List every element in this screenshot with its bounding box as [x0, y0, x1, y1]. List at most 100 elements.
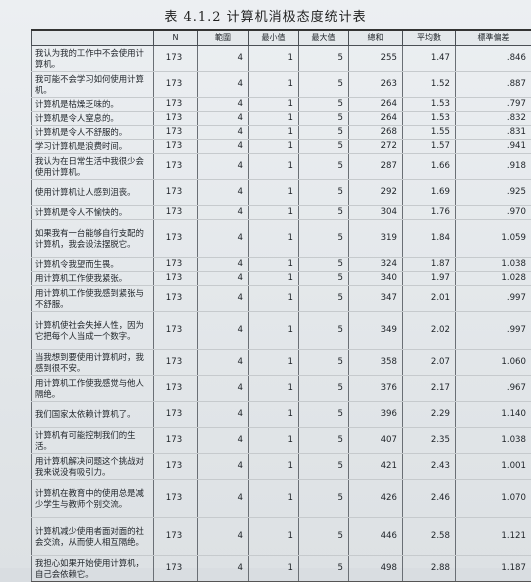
row-sum: 319	[349, 220, 403, 258]
row-min: 1	[249, 180, 299, 206]
header-row: N 範圍 最小值 最大值 總和 平均數 標準偏差	[32, 30, 531, 46]
row-n: 173	[154, 180, 198, 206]
row-min: 1	[249, 312, 299, 350]
row-mean: 1.97	[403, 272, 456, 286]
row-max: 5	[299, 454, 349, 480]
row-mean: 1.47	[403, 46, 456, 72]
row-mean: 2.01	[403, 286, 456, 312]
row-range: 4	[198, 454, 249, 480]
row-range: 4	[198, 556, 249, 582]
row-sum: 263	[349, 72, 403, 98]
row-item-text: 我认为在日常生活中我很少会使用计算机。	[32, 154, 154, 180]
row-mean: 1.76	[403, 206, 456, 220]
row-range: 4	[198, 112, 249, 126]
row-range: 4	[198, 258, 249, 272]
row-item-text: 我们国家太依赖计算机了。	[32, 402, 154, 428]
row-n: 173	[154, 98, 198, 112]
row-n: 173	[154, 480, 198, 518]
header-item	[32, 30, 154, 46]
row-item-text: 使用计算机让人感到沮丧。	[32, 180, 154, 206]
row-item-text: 计算机是令人窒息的。	[32, 112, 154, 126]
row-item-text: 用计算机工作使我感觉与他人隔绝。	[32, 376, 154, 402]
row-sd: .918	[456, 154, 531, 180]
row-sum: 358	[349, 350, 403, 376]
row-n: 173	[154, 556, 198, 582]
row-sd: 1.059	[456, 220, 531, 258]
row-range: 4	[198, 140, 249, 154]
row-item-text: 计算机减少使用者面对面的社会交流，从而使人相互隔绝。	[32, 518, 154, 556]
row-min: 1	[249, 72, 299, 98]
row-range: 4	[198, 220, 249, 258]
row-sum: 304	[349, 206, 403, 220]
row-max: 5	[299, 46, 349, 72]
row-mean: 2.17	[403, 376, 456, 402]
row-range: 4	[198, 428, 249, 454]
row-item-text: 计算机在教育中的使用总是减少学生与教师个别交流。	[32, 480, 154, 518]
row-range: 4	[198, 480, 249, 518]
row-sd: 1.001	[456, 454, 531, 480]
row-n: 173	[154, 258, 198, 272]
row-sum: 396	[349, 402, 403, 428]
table-title: 表 4.1.2 计算机消极态度统计表	[0, 6, 531, 25]
row-max: 5	[299, 376, 349, 402]
row-min: 1	[249, 428, 299, 454]
row-sum: 268	[349, 126, 403, 140]
row-sd: .997	[456, 286, 531, 312]
row-n: 173	[154, 428, 198, 454]
row-sd: .997	[456, 312, 531, 350]
row-sum: 498	[349, 556, 403, 582]
row-n: 173	[154, 72, 198, 98]
row-min: 1	[249, 518, 299, 556]
row-max: 5	[299, 556, 349, 582]
header-sum: 總和	[349, 30, 403, 46]
row-sd: .941	[456, 140, 531, 154]
row-sum: 349	[349, 312, 403, 350]
row-range: 4	[198, 206, 249, 220]
row-n: 173	[154, 140, 198, 154]
row-n: 173	[154, 376, 198, 402]
row-max: 5	[299, 312, 349, 350]
row-mean: 1.57	[403, 140, 456, 154]
row-item-text: 用计算机工作使我紧张。	[32, 272, 154, 286]
row-range: 4	[198, 126, 249, 140]
header-range: 範圍	[198, 30, 249, 46]
statistics-table: N 範圍 最小值 最大值 總和 平均數 標準偏差 我认为我的工作中不会使用计算机…	[31, 29, 531, 582]
row-max: 5	[299, 180, 349, 206]
row-sum: 376	[349, 376, 403, 402]
row-item-text: 计算机令我望而生畏。	[32, 258, 154, 272]
row-mean: 2.88	[403, 556, 456, 582]
row-min: 1	[249, 258, 299, 272]
row-max: 5	[299, 272, 349, 286]
row-sd: .887	[456, 72, 531, 98]
row-sd: 1.121	[456, 518, 531, 556]
row-sum: 446	[349, 518, 403, 556]
header-n: N	[154, 30, 198, 46]
row-mean: 1.69	[403, 180, 456, 206]
row-sd: 1.028	[456, 272, 531, 286]
row-n: 173	[154, 220, 198, 258]
row-max: 5	[299, 154, 349, 180]
row-sum: 255	[349, 46, 403, 72]
row-n: 173	[154, 312, 198, 350]
row-max: 5	[299, 518, 349, 556]
row-max: 5	[299, 98, 349, 112]
row-n: 173	[154, 206, 198, 220]
row-sd: 1.140	[456, 402, 531, 428]
row-mean: 2.29	[403, 402, 456, 428]
row-mean: 2.43	[403, 454, 456, 480]
header-min: 最小值	[249, 30, 299, 46]
row-range: 4	[198, 402, 249, 428]
row-sd: 1.060	[456, 350, 531, 376]
